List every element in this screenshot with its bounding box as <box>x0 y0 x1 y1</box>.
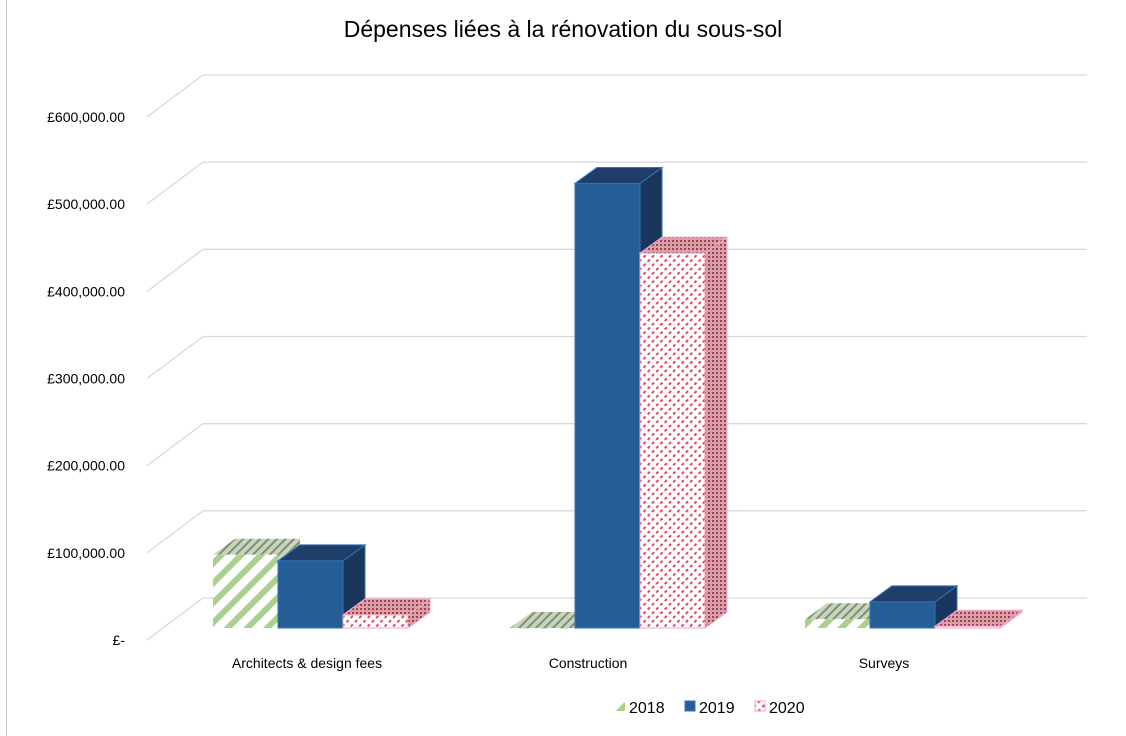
side-gridline <box>146 74 204 118</box>
bar-front <box>639 252 706 629</box>
bar-top <box>213 538 300 555</box>
y-tick-label: £100,000.00 <box>47 545 125 561</box>
side-gridline <box>146 597 204 641</box>
bar-2020 <box>638 236 729 629</box>
bar-2020 <box>933 609 1024 629</box>
bar-front <box>934 625 1001 629</box>
bar-front <box>805 619 870 628</box>
category-label: Surveys <box>859 655 910 671</box>
bar-2019 <box>868 584 959 629</box>
y-tick-label: £300,000.00 <box>47 371 125 387</box>
legend-label: 2020 <box>769 700 805 717</box>
bar-front <box>869 601 936 629</box>
legend-label: 2019 <box>699 700 735 717</box>
bar-2020 <box>341 597 432 629</box>
y-tick-label: £500,000.00 <box>47 196 125 212</box>
side-gridline <box>146 335 204 380</box>
bar-front <box>342 614 409 629</box>
side-gridline <box>146 248 204 292</box>
legend-label: 2018 <box>629 700 665 717</box>
bar-front <box>213 554 278 628</box>
bar-front <box>510 628 575 629</box>
y-tick-label: £- <box>113 632 126 648</box>
side-gridline <box>146 510 204 554</box>
legend-marker-2019 <box>684 700 696 712</box>
y-tick-label: £600,000.00 <box>47 109 125 125</box>
side-gridline <box>146 423 204 467</box>
side-gridline <box>146 161 204 205</box>
bar-side <box>704 236 728 629</box>
category-label: Construction <box>549 655 628 671</box>
y-tick-label: £400,000.00 <box>47 283 125 299</box>
legend-marker-2018 <box>615 701 625 711</box>
legend-marker-2020 <box>754 700 766 712</box>
y-tick-label: £200,000.00 <box>47 458 125 474</box>
bar-front <box>574 182 641 629</box>
bar-front <box>277 560 344 629</box>
category-label: Architects & design fees <box>232 655 382 671</box>
chart-title: Dépenses liées à la rénovation du sous-s… <box>344 16 783 42</box>
spreadsheet-column-edge <box>0 0 7 736</box>
bar-2019 <box>276 543 367 629</box>
